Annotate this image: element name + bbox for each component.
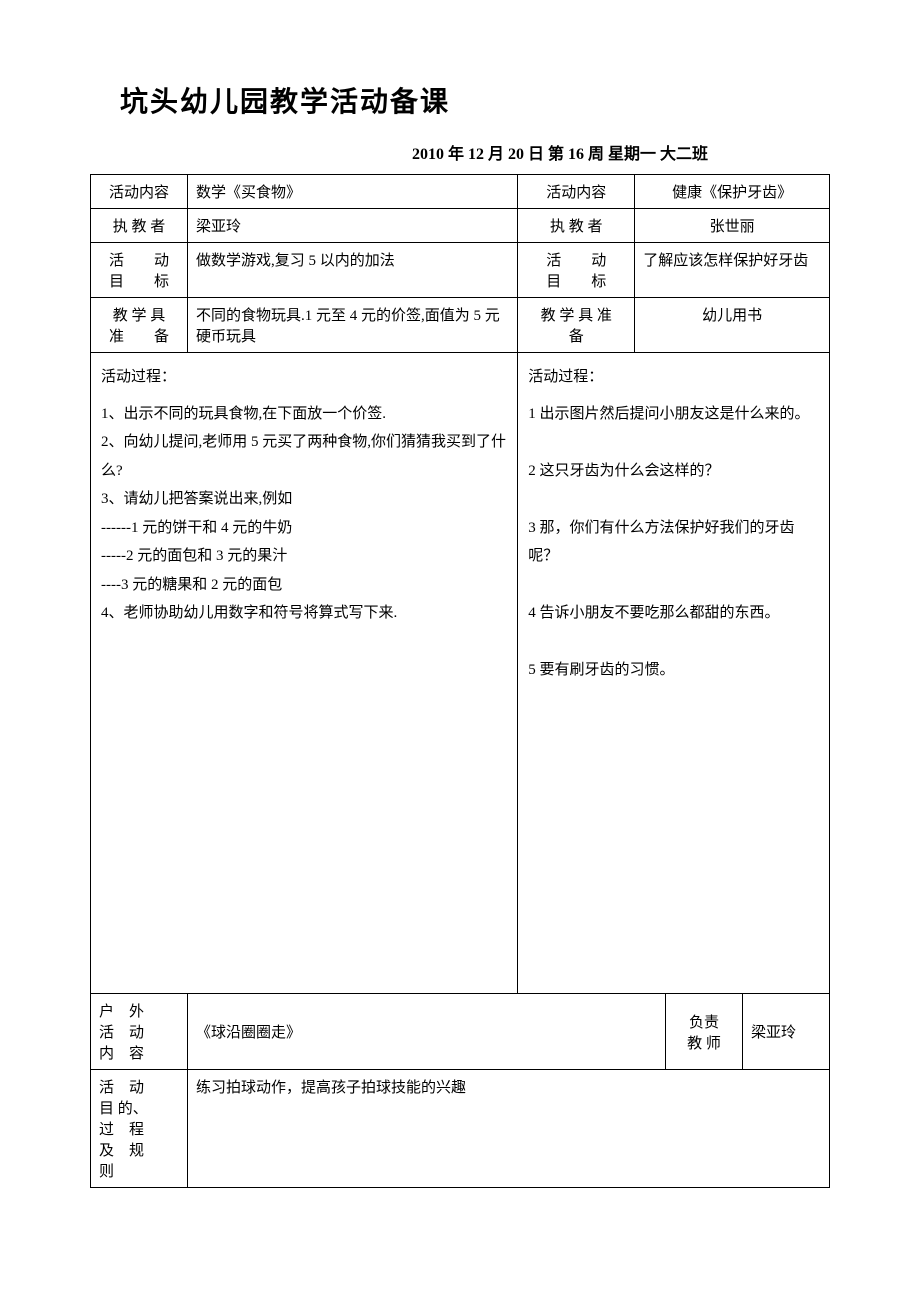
- process-line: [528, 428, 819, 457]
- right-process-cell: 活动过程： 1 出示图片然后提问小朋友这是什么来的。 2 这只牙齿为什么会这样的…: [518, 353, 830, 994]
- process-line: 2、向幼儿提问,老师用 5 元买了两种食物,你们猜猜我买到了什么?: [101, 428, 507, 485]
- process-line: 4、老师协助幼儿用数字和符号将算式写下来.: [101, 599, 507, 628]
- right-teacher: 张世丽: [635, 209, 830, 243]
- process-line: 3 那，你们有什么方法保护好我们的牙齿呢？: [528, 514, 819, 571]
- process-line: [528, 571, 819, 600]
- label-teacher-left: 执 教 者: [91, 209, 188, 243]
- process-heading-right: 活动过程：: [528, 363, 819, 392]
- left-teacher: 梁亚玲: [188, 209, 518, 243]
- responsible-label-line2: 教 师: [687, 1036, 721, 1052]
- process-line: ------1 元的饼干和 4 元的牛奶: [101, 514, 507, 543]
- label-goal-right: 活 动 目 标: [518, 243, 635, 298]
- right-goal: 了解应该怎样保护好牙齿: [635, 243, 830, 298]
- purpose-label-line2: 目 的、: [99, 1101, 148, 1117]
- lesson-plan-table: 活动内容 数学《买食物》 活动内容 健康《保护牙齿》 执 教 者 梁亚玲 执 教…: [90, 174, 830, 1188]
- label-responsible-teacher: 负责 教 师: [666, 994, 743, 1070]
- table-row: 活动过程： 1、出示不同的玩具食物,在下面放一个价签.2、向幼儿提问,老师用 5…: [91, 353, 830, 994]
- responsible-teacher: 梁亚玲: [743, 994, 830, 1070]
- left-process-cell: 活动过程： 1、出示不同的玩具食物,在下面放一个价签.2、向幼儿提问,老师用 5…: [91, 353, 518, 994]
- purpose-label-line1: 活 动: [99, 1080, 144, 1096]
- table-row: 户 外 活 动 内 容 《球沿圈圈走》 负责 教 师 梁亚玲: [91, 994, 830, 1070]
- goal-label-line1-r: 活 动: [546, 253, 606, 269]
- label-activity-content-left: 活动内容: [91, 175, 188, 209]
- outdoor-label-line1: 户 外: [99, 1004, 144, 1020]
- table-row: 教 学 具 准 备 不同的食物玩具.1 元至 4 元的价签,面值为 5 元硬币玩…: [91, 298, 830, 353]
- outdoor-purpose: 练习拍球动作，提高孩子拍球技能的兴趣: [188, 1070, 830, 1188]
- goal-label-line2-r: 目 标: [546, 274, 606, 290]
- process-heading-left: 活动过程：: [101, 363, 507, 392]
- table-row: 活 动 目 标 做数学游戏,复习 5 以内的加法 活 动 目 标 了解应该怎样保…: [91, 243, 830, 298]
- process-line: -----2 元的面包和 3 元的果汁: [101, 542, 507, 571]
- process-line: ----3 元的糖果和 2 元的面包: [101, 571, 507, 600]
- page-title: 坑头幼儿园教学活动备课: [120, 80, 830, 120]
- left-process-body: 1、出示不同的玩具食物,在下面放一个价签.2、向幼儿提问,老师用 5 元买了两种…: [101, 400, 507, 628]
- label-materials-right: 教 学 具 准 备: [518, 298, 635, 353]
- process-line: 1 出示图片然后提问小朋友这是什么来的。: [528, 400, 819, 429]
- goal-label-line1: 活 动: [109, 253, 169, 269]
- purpose-label-line4: 及 规: [99, 1143, 144, 1159]
- label-outdoor: 户 外 活 动 内 容: [91, 994, 188, 1070]
- process-line: 5 要有刷牙齿的习惯。: [528, 656, 819, 685]
- process-line: 2 这只牙齿为什么会这样的？: [528, 457, 819, 486]
- purpose-label-line5: 则: [99, 1164, 114, 1180]
- label-purpose: 活 动 目 的、 过 程 及 规 则: [91, 1070, 188, 1188]
- responsible-label-line1: 负责: [689, 1015, 719, 1031]
- materials-label-line2: 准 备: [109, 329, 169, 345]
- process-line: 1、出示不同的玩具食物,在下面放一个价签.: [101, 400, 507, 429]
- left-activity-content: 数学《买食物》: [188, 175, 518, 209]
- table-row: 活动内容 数学《买食物》 活动内容 健康《保护牙齿》: [91, 175, 830, 209]
- outdoor-label-line2: 活 动: [99, 1025, 144, 1041]
- label-activity-content-right: 活动内容: [518, 175, 635, 209]
- outdoor-content: 《球沿圈圈走》: [188, 994, 666, 1070]
- purpose-label-line3: 过 程: [99, 1122, 144, 1138]
- process-line: 4 告诉小朋友不要吃那么都甜的东西。: [528, 599, 819, 628]
- label-goal-left: 活 动 目 标: [91, 243, 188, 298]
- right-process-body: 1 出示图片然后提问小朋友这是什么来的。 2 这只牙齿为什么会这样的？ 3 那，…: [528, 400, 819, 685]
- page-subtitle: 2010 年 12 月 20 日 第 16 周 星期一 大二班: [290, 140, 830, 164]
- goal-label-line2: 目 标: [109, 274, 169, 290]
- label-teacher-right: 执 教 者: [518, 209, 635, 243]
- materials-label-line1: 教 学 具: [113, 308, 166, 324]
- outdoor-label-line3: 内 容: [99, 1046, 144, 1062]
- materials-label-line1-r: 教 学 具 准: [541, 308, 612, 324]
- right-materials: 幼儿用书: [635, 298, 830, 353]
- table-row: 执 教 者 梁亚玲 执 教 者 张世丽: [91, 209, 830, 243]
- left-goal: 做数学游戏,复习 5 以内的加法: [188, 243, 518, 298]
- materials-label-line2-r: 备: [569, 329, 584, 345]
- process-line: [528, 485, 819, 514]
- table-row: 活 动 目 的、 过 程 及 规 则 练习拍球动作，提高孩子拍球技能的兴趣: [91, 1070, 830, 1188]
- left-materials: 不同的食物玩具.1 元至 4 元的价签,面值为 5 元硬币玩具: [188, 298, 518, 353]
- label-materials-left: 教 学 具 准 备: [91, 298, 188, 353]
- right-activity-content: 健康《保护牙齿》: [635, 175, 830, 209]
- process-line: [528, 628, 819, 657]
- process-line: 3、请幼儿把答案说出来,例如: [101, 485, 507, 514]
